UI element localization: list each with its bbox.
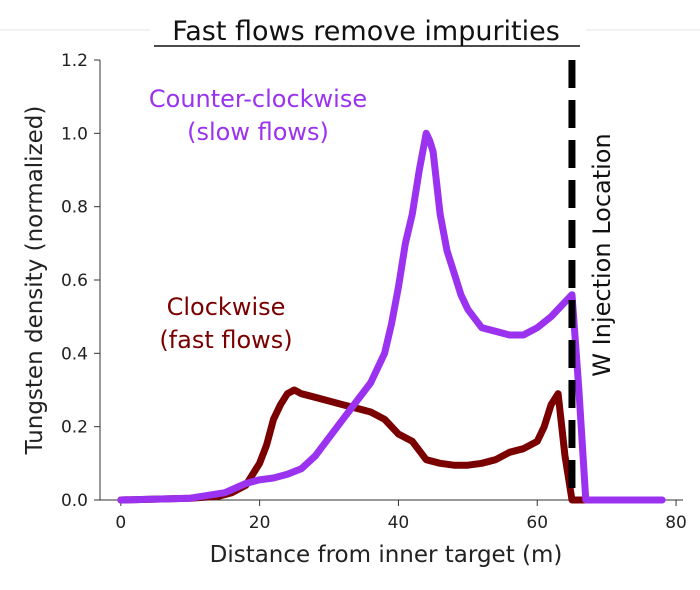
- x-axis-label: Distance from inner target (m): [210, 542, 563, 568]
- cw-annotation-line2: (fast flows): [159, 326, 292, 354]
- y-tick-label: 0.6: [61, 271, 88, 291]
- y-axis-label: Tungsten density (normalized): [22, 106, 48, 456]
- y-tick-label: 0.2: [61, 418, 88, 438]
- ccw-annotation-line1: Counter-clockwise: [149, 85, 367, 113]
- chart-title: Fast flows remove impurities: [172, 16, 560, 47]
- y-tick-label: 0.8: [61, 198, 88, 218]
- series-line-counter-clockwise: [117, 129, 666, 504]
- x-tick-label: 80: [665, 513, 687, 533]
- series-group: [117, 129, 666, 504]
- series-line-clockwise: [117, 386, 652, 504]
- x-tick-label: 0: [115, 513, 126, 533]
- title-group: Fast flows remove impurities: [154, 16, 580, 47]
- x-tick-label: 20: [249, 513, 271, 533]
- y-tick-label: 0.0: [61, 491, 88, 511]
- y-tick-label: 1.0: [61, 124, 88, 144]
- injection-location-label: W Injection Location: [588, 133, 616, 376]
- x-tick-label: 60: [526, 513, 548, 533]
- y-tick-label: 1.2: [61, 51, 88, 71]
- ticks: 0 20 40 60 80 0.0 0.2 0.4 0.6 0.8 1.0 1.2: [61, 51, 687, 533]
- y-tick-label: 0.4: [61, 344, 88, 364]
- ccw-annotation-line2: (slow flows): [187, 118, 329, 146]
- x-tick-label: 40: [388, 513, 410, 533]
- cw-annotation-line1: Clockwise: [167, 293, 286, 321]
